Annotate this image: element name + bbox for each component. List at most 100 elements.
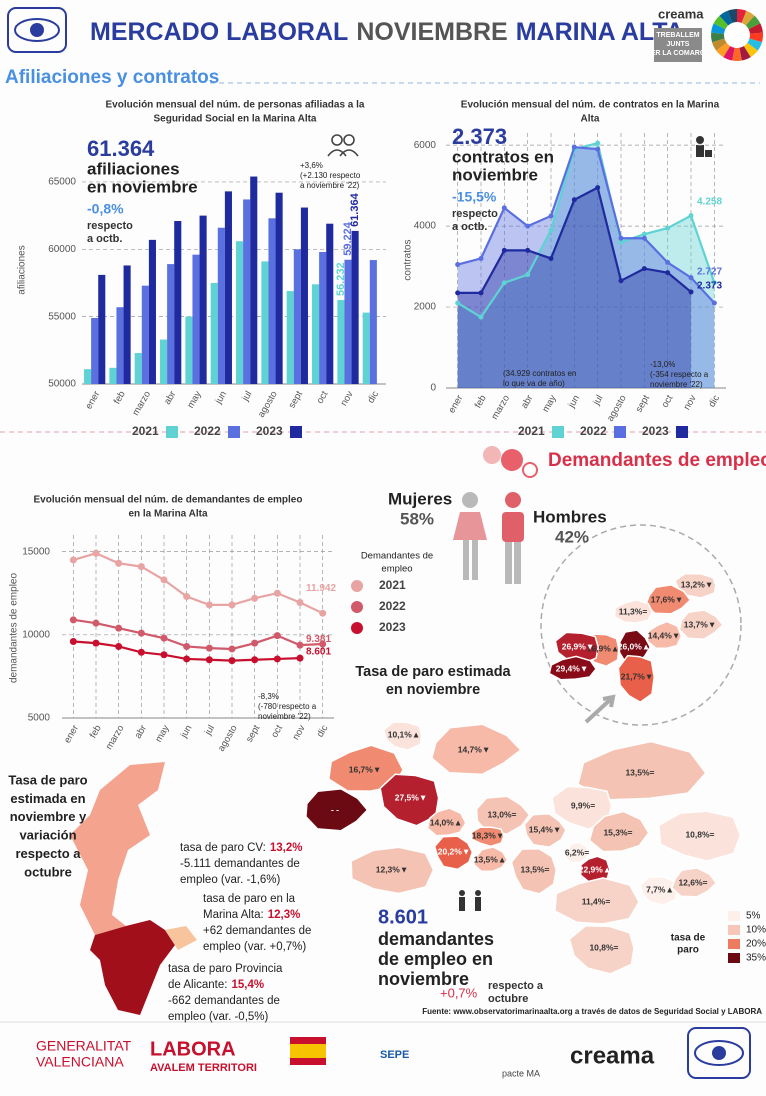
point (92, 619, 100, 627)
region-detail: -5.111 demandantes de (180, 858, 300, 870)
bar (369, 260, 377, 384)
zoom-arrow (584, 694, 616, 724)
y-tick-label: 50000 (48, 379, 76, 390)
region-label: tasa de paro en la (203, 893, 296, 905)
point (228, 601, 236, 609)
point (296, 654, 304, 662)
icon-part (472, 540, 478, 580)
point (183, 655, 191, 663)
icon-part (522, 462, 538, 478)
point (296, 599, 304, 607)
section-title: Afiliaciones y contratos (5, 67, 219, 88)
annotation: (34.929 contratos en (503, 369, 576, 378)
point (711, 280, 717, 286)
bar (160, 339, 168, 384)
map-region (639, 876, 678, 906)
point (548, 227, 554, 233)
annotation: -8,3% (258, 692, 279, 701)
legend-swatch (676, 426, 688, 438)
annotation: a noviembre '22) (300, 181, 360, 190)
map-label: 9,9%= (571, 800, 595, 810)
legend-label: 2023 (256, 424, 283, 438)
point (688, 275, 694, 281)
region-detail: +62 demandantes de (203, 925, 311, 937)
map-region (617, 654, 655, 704)
bar (148, 239, 156, 384)
summary-icon (459, 890, 481, 911)
bar (326, 223, 334, 384)
icon-part (696, 136, 704, 144)
bar (362, 312, 370, 384)
chart-title: Seguridad Social en la Marina Alta (153, 114, 316, 125)
point (160, 634, 168, 642)
bar (286, 291, 294, 384)
y-tick-label: 15000 (22, 546, 50, 557)
bar (167, 264, 175, 384)
map-label: 7,7%▲ (646, 884, 674, 894)
point (273, 655, 281, 663)
bar (319, 251, 327, 384)
bar (243, 199, 251, 384)
legend-swatch (728, 911, 740, 921)
annotation: +3,6% (300, 161, 323, 170)
legend-title: empleo (381, 564, 412, 575)
map-label: 18,3%▼ (472, 830, 505, 840)
map-title: en noviembre (386, 682, 480, 698)
footer-logo: LABORA (150, 1038, 236, 1060)
icon-part (696, 145, 704, 157)
bar (84, 369, 92, 384)
map-label: 13,0%= (487, 809, 516, 819)
change-text: respecto (87, 220, 133, 232)
annotation: lo que va de año) (503, 379, 565, 388)
map-label: 12,3%▼ (376, 864, 409, 874)
point (137, 629, 145, 637)
summary-text: noviembre (378, 969, 469, 989)
map-label: 15,3%= (603, 827, 632, 837)
icon-part (453, 512, 487, 540)
icon-part (475, 890, 481, 896)
legend-swatch (290, 426, 302, 438)
map-label: 14,7%▼ (458, 744, 491, 754)
headline-text: contratos en (452, 147, 554, 166)
bar (210, 282, 218, 384)
point (92, 549, 100, 557)
point (525, 223, 531, 229)
map-label: 16,7%▼ (349, 764, 382, 774)
bar (312, 284, 320, 384)
map-region (644, 584, 692, 615)
point (69, 556, 77, 564)
point (501, 247, 507, 253)
point (641, 266, 647, 272)
point (251, 639, 259, 647)
logo-frame (687, 1027, 751, 1079)
point (251, 656, 259, 664)
y-axis-label: contratos (403, 239, 414, 280)
map-label: 22,9%▲ (579, 864, 612, 874)
map-label: 20,2%▼ (438, 846, 471, 856)
icon-part (505, 542, 512, 584)
map-region (673, 572, 717, 599)
icon-part (343, 134, 355, 146)
annotation: -13,0% (650, 360, 675, 369)
point (595, 140, 601, 146)
value-label: 2.727 (697, 266, 722, 277)
gender-label: Hombres (533, 507, 607, 526)
change: -0,8% (87, 201, 124, 217)
icon-part (459, 890, 465, 896)
map-label: 6,2%= (565, 847, 589, 857)
bar (134, 353, 142, 384)
map-label: 26,9%▼ (562, 641, 595, 651)
chart-title: Alta (581, 114, 600, 125)
worker-icon (696, 136, 712, 157)
region-rate: 15,4% (231, 979, 264, 991)
chart-title: en la Marina Alta (128, 509, 208, 520)
point (618, 235, 624, 241)
point (548, 255, 554, 261)
icon-part (514, 542, 521, 584)
map-label: 13,5%= (625, 767, 654, 777)
y-tick-label: 55000 (48, 311, 76, 322)
point (501, 205, 507, 211)
line (457, 145, 716, 304)
